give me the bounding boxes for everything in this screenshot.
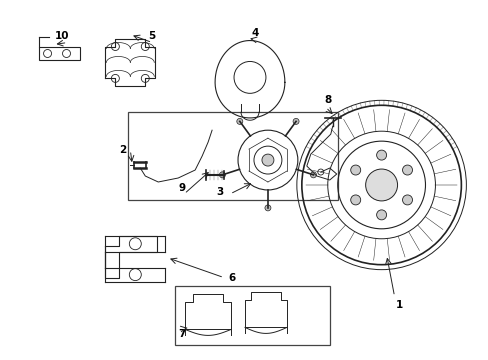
- Circle shape: [236, 118, 243, 125]
- Circle shape: [262, 154, 273, 166]
- Text: 1: 1: [395, 300, 403, 310]
- Circle shape: [402, 165, 412, 175]
- Text: 3: 3: [216, 187, 223, 197]
- Circle shape: [350, 165, 360, 175]
- Circle shape: [376, 210, 386, 220]
- Bar: [128, 112, 337, 200]
- Circle shape: [264, 205, 270, 211]
- Text: 4: 4: [251, 28, 258, 37]
- Circle shape: [376, 150, 386, 160]
- Circle shape: [365, 169, 397, 201]
- Circle shape: [402, 195, 412, 205]
- Bar: [175, 285, 329, 345]
- Text: 8: 8: [324, 95, 331, 105]
- Text: 2: 2: [119, 145, 126, 155]
- Circle shape: [310, 172, 316, 178]
- Circle shape: [219, 172, 225, 178]
- Text: 10: 10: [55, 31, 70, 41]
- Bar: [39, 46, 81, 60]
- Circle shape: [350, 195, 360, 205]
- Text: 6: 6: [228, 273, 235, 283]
- Text: 5: 5: [148, 31, 156, 41]
- Text: 7: 7: [178, 329, 185, 339]
- Circle shape: [292, 118, 299, 125]
- Text: 9: 9: [178, 183, 185, 193]
